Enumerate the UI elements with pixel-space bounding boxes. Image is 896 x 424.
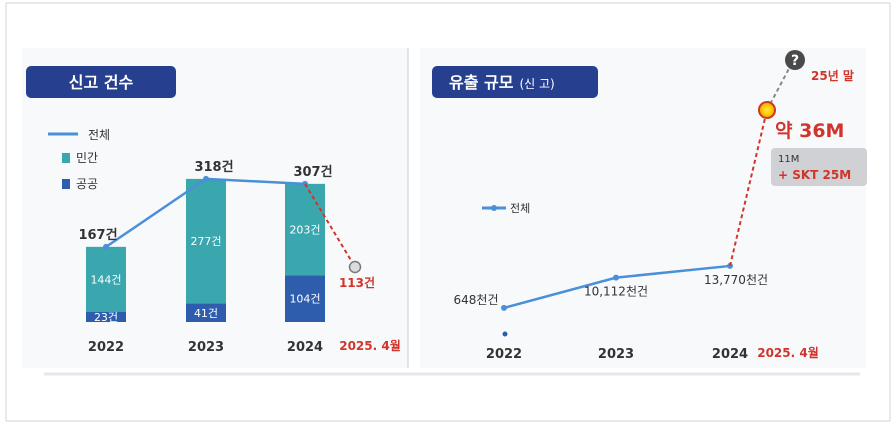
right-title-pill <box>432 66 598 98</box>
x-tick-left-projection: 2025. 4월 <box>339 338 401 353</box>
x-tick-left-2023: 2023 <box>188 340 224 355</box>
legend-label-private: 민간 <box>76 151 98 165</box>
legend-label-right-total: 전체 <box>510 202 530 215</box>
leak-label-2023: 10,112천건 <box>584 284 648 299</box>
bar-label-private-2022: 144건 <box>90 273 121 286</box>
bar-private-2024 <box>285 183 325 276</box>
x-tick-right-projection: 2025. 4월 <box>757 345 819 360</box>
projection-value-label: 약 36M <box>775 120 844 142</box>
x-tick-right-2023: 2023 <box>598 347 634 362</box>
legend-swatch-private <box>62 153 70 163</box>
unknown-circle <box>785 50 805 70</box>
question-mark-icon: ? <box>791 53 799 69</box>
projection-point-left <box>348 260 362 274</box>
leak-label-2022: 648천건 <box>454 292 499 307</box>
point-leak-2023 <box>613 274 619 281</box>
projection-label-left: 113건 <box>339 275 375 290</box>
bar-private-2022 <box>86 246 126 312</box>
unknown-label: 25년 말 <box>811 69 854 83</box>
total-label-2024: 307건 <box>293 164 332 180</box>
bar-label-public-2022: 23건 <box>94 311 118 324</box>
right-chart-plot: 648천건 2022 10,112천건 2023 13,770천건 2024? 25년 말약… <box>454 50 867 362</box>
bar-public-2023 <box>186 303 226 322</box>
legend-marker-right-total <box>491 205 497 211</box>
point-total-2023 <box>203 175 209 182</box>
legend-label-total: 전체 <box>88 128 110 142</box>
bar-label-private-2024: 203건 <box>289 224 320 237</box>
left-chart-plot: 144건 23건 2022 277건 41건 2023 203건 104건 2024 167건 31… <box>78 159 400 355</box>
projection-point-right <box>758 101 776 119</box>
breakdown-box <box>771 148 867 186</box>
total-label-2023: 318건 <box>194 159 233 175</box>
bar-public-2022 <box>86 311 126 322</box>
right-panel-title: 유출 규모 (신 고) <box>449 73 555 92</box>
projection-line-right <box>729 109 768 267</box>
breakdown-line-2: + SKT 25M <box>778 168 851 182</box>
x-tick-right-2022: 2022 <box>486 347 522 362</box>
x-tick-left-2024: 2024 <box>287 340 323 355</box>
axis-marker-dot <box>502 331 508 337</box>
left-panel-title: 신고 건수 <box>69 73 134 92</box>
leak-label-2024: 13,770천건 <box>704 272 768 287</box>
x-tick-left-2022: 2022 <box>88 340 124 355</box>
bar-public-2024 <box>285 275 325 322</box>
projection-line-left <box>304 183 356 268</box>
breakdown-line-1: 11M <box>778 154 799 165</box>
left-title-pill <box>26 66 176 98</box>
x-tick-right-2024: 2024 <box>712 347 748 362</box>
legend-swatch-public <box>62 179 70 189</box>
bar-label-public-2024: 104건 <box>289 293 320 306</box>
point-leak-2022 <box>501 304 507 311</box>
bar-label-private-2023: 277건 <box>190 235 221 248</box>
bar-private-2023 <box>186 178 226 304</box>
legend-label-public: 공공 <box>76 177 98 191</box>
total-label-2022: 167건 <box>78 227 117 243</box>
projection-line-unknown <box>766 60 794 111</box>
point-total-2022 <box>103 243 109 250</box>
bar-label-public-2023: 41건 <box>194 307 218 320</box>
